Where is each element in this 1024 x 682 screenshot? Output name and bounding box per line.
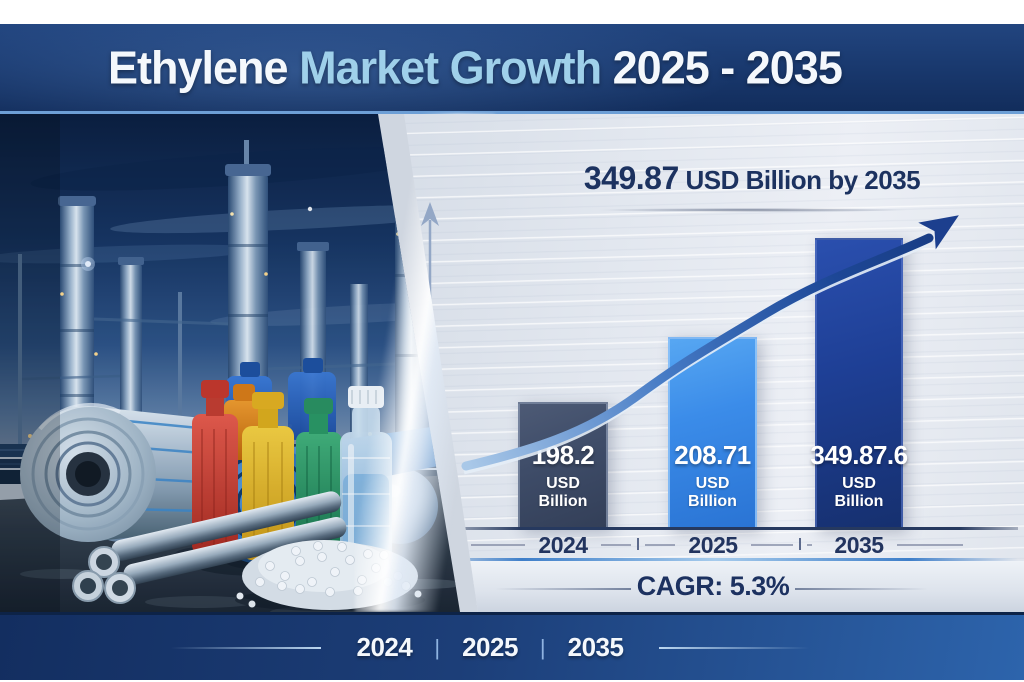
footer-year-2024: 2024	[356, 632, 413, 662]
main-region: 349.87 USD Billion by 2035 198.2 USD Bil…	[0, 114, 1024, 612]
title-word-ethylene: Ethylene	[108, 40, 289, 94]
headline-suffix: USD Billion by 2035	[678, 165, 921, 195]
footer-year-2025: 2025	[462, 632, 518, 662]
bottom-margin	[0, 680, 1024, 682]
footer-banner: 2024 | 2025 | 2035	[0, 612, 1024, 680]
cagr-label: CAGR: 5.3%	[636, 571, 790, 601]
axis-dash	[471, 544, 525, 546]
headline-underline	[597, 208, 909, 212]
x-label-2024: 2024	[538, 532, 588, 558]
bar-2024-unit: USD Billion	[538, 475, 588, 510]
bar-2035: 349.87.6 USD Billion	[810, 238, 908, 529]
axis-dash	[601, 544, 631, 546]
axis-dash	[645, 544, 675, 546]
bar-2024: 198.2 USD Billion	[518, 402, 608, 529]
chart-headline: 349.87 USD Billion by 2035	[552, 160, 952, 197]
axis-bottom-rule	[413, 558, 1018, 561]
axis-tick	[799, 538, 801, 550]
headline-value: 349.87	[583, 160, 679, 196]
steel-pipes	[72, 491, 347, 604]
page-title: Ethylene Market Growth 2025 - 2035	[108, 40, 843, 94]
x-label-2025: 2025	[688, 532, 738, 558]
header-banner: Ethylene Market Growth 2025 - 2035	[0, 24, 1024, 114]
footer-year-2035: 2035	[567, 632, 624, 662]
plant-illustration	[0, 114, 460, 612]
cagr-rule-left	[495, 588, 631, 590]
title-years-range: 2025 - 2035	[612, 40, 843, 94]
footer-years-row: 2024 | 2025 | 2035	[170, 632, 810, 663]
title-word-market-growth: Market Growth	[299, 40, 602, 94]
cagr-band: CAGR: 5.3%	[404, 561, 1024, 612]
bar-2025-value: 208.71	[674, 440, 751, 470]
footer-rule-right	[659, 646, 810, 649]
petrochemical-plant-photo	[0, 114, 460, 612]
footer-rule-left	[170, 646, 321, 649]
axis-dash	[751, 544, 793, 546]
x-label-2035: 2035	[834, 532, 884, 558]
footer-separator: |	[539, 634, 546, 660]
top-margin	[0, 0, 1024, 24]
x-axis-baseline	[433, 527, 1018, 530]
footer-separator: |	[434, 634, 441, 660]
axis-dash	[897, 544, 963, 546]
bar-2035-value: 349.87.6	[810, 440, 908, 470]
axis-tick	[637, 538, 639, 550]
axis-dash	[807, 544, 812, 546]
chart-panel: 349.87 USD Billion by 2035 198.2 USD Bil…	[404, 114, 1024, 612]
bar-2024-value: 198.2	[531, 440, 595, 470]
bar-2035-unit: USD Billion	[834, 475, 884, 510]
bar-2025: 208.71 USD Billion	[668, 337, 757, 529]
cagr-rule-right	[795, 588, 928, 590]
bar-2025-unit: USD Billion	[688, 475, 737, 510]
